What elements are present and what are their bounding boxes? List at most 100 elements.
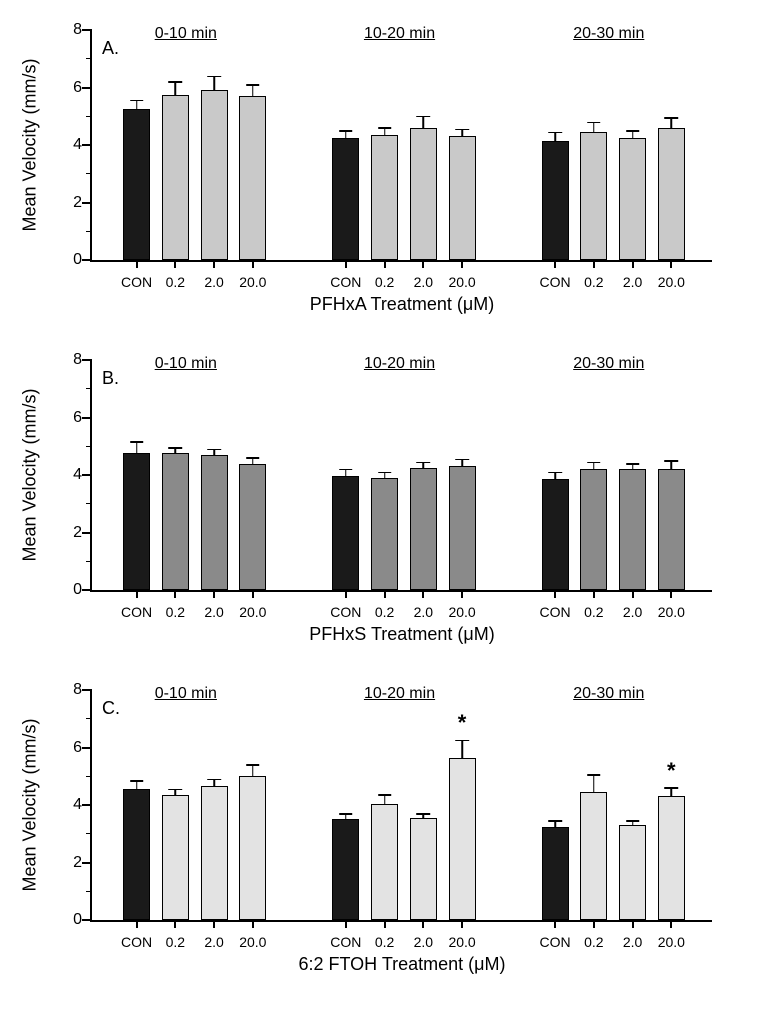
bar — [162, 795, 189, 920]
xtick-label: CON — [121, 604, 152, 620]
xtick-label: 20.0 — [658, 274, 685, 290]
xtick — [670, 260, 672, 268]
xtick — [422, 590, 424, 598]
xtick — [632, 260, 634, 268]
bar — [542, 141, 569, 260]
error-bar — [671, 788, 673, 797]
time-label: 20-30 min — [573, 355, 644, 373]
error-cap — [207, 449, 221, 451]
error-cap — [246, 764, 260, 766]
time-label: 0-10 min — [155, 355, 217, 373]
ytick-minor — [86, 833, 92, 834]
ytick-minor — [86, 173, 92, 174]
bar — [123, 789, 150, 920]
time-label: 10-20 min — [364, 25, 435, 43]
error-bar — [136, 442, 138, 454]
ytick-label: 0 — [57, 911, 82, 929]
error-cap — [417, 462, 431, 464]
error-bar — [554, 472, 556, 479]
xtick — [384, 590, 386, 598]
ytick-major — [82, 87, 92, 89]
ytick-label: 4 — [57, 136, 82, 154]
bar — [542, 827, 569, 920]
ytick-major — [82, 202, 92, 204]
error-cap — [548, 820, 562, 822]
error-cap — [378, 127, 392, 129]
time-label: 0-10 min — [155, 25, 217, 43]
xtick-label: 20.0 — [448, 274, 475, 290]
error-cap — [587, 774, 601, 776]
ytick-major — [82, 417, 92, 419]
x-axis-title: PFHxA Treatment (μM) — [310, 294, 494, 315]
bar — [658, 128, 685, 260]
bar — [332, 819, 359, 920]
xtick-label: 2.0 — [623, 274, 642, 290]
ytick-major — [82, 862, 92, 864]
xtick-label: 0.2 — [584, 274, 603, 290]
xtick-label: 20.0 — [658, 934, 685, 950]
ytick-label: 2 — [57, 854, 82, 872]
xtick-label: 2.0 — [204, 604, 223, 620]
bar — [619, 825, 646, 920]
error-cap — [339, 813, 353, 815]
xtick-label: CON — [330, 934, 361, 950]
bar — [201, 455, 228, 590]
xtick-label: 0.2 — [166, 274, 185, 290]
error-cap — [378, 794, 392, 796]
ytick-label: 4 — [57, 796, 82, 814]
ytick-label: 2 — [57, 194, 82, 212]
xtick-label: 2.0 — [414, 934, 433, 950]
xtick — [213, 920, 215, 928]
xtick — [632, 920, 634, 928]
xtick-label: 0.2 — [375, 604, 394, 620]
error-cap — [455, 459, 469, 461]
bar — [658, 796, 685, 920]
xtick-label: 2.0 — [204, 274, 223, 290]
bar — [123, 109, 150, 260]
panel-letter: B. — [102, 368, 119, 389]
figure-container: 02468Mean Velocity (mm/s)A.0-10 minCON0.… — [0, 0, 764, 1009]
bar — [201, 90, 228, 260]
xtick — [174, 260, 176, 268]
bar — [580, 792, 607, 920]
error-bar — [345, 469, 347, 476]
xtick-label: 0.2 — [584, 604, 603, 620]
error-bar — [671, 461, 673, 470]
error-cap — [455, 740, 469, 742]
xtick — [422, 260, 424, 268]
xtick-label: CON — [330, 274, 361, 290]
error-bar — [461, 129, 463, 136]
xtick — [345, 590, 347, 598]
plot-area: 02468Mean Velocity (mm/s)A.0-10 minCON0.… — [90, 30, 712, 262]
error-bar — [213, 779, 215, 786]
xtick-label: 0.2 — [375, 934, 394, 950]
ytick-label: 6 — [57, 739, 82, 757]
error-cap — [169, 447, 183, 449]
ytick-minor — [86, 776, 92, 777]
xtick — [461, 590, 463, 598]
xtick — [213, 260, 215, 268]
xtick-label: CON — [121, 274, 152, 290]
bar — [332, 476, 359, 590]
xtick-label: 2.0 — [623, 934, 642, 950]
plot-area: 02468Mean Velocity (mm/s)B.0-10 minCON0.… — [90, 360, 712, 592]
error-bar — [461, 459, 463, 466]
error-bar — [671, 118, 673, 128]
significance-marker: * — [458, 710, 467, 736]
xtick — [593, 260, 595, 268]
error-cap — [417, 116, 431, 118]
ytick-label: 6 — [57, 409, 82, 427]
error-cap — [626, 820, 640, 822]
xtick — [252, 260, 254, 268]
xtick — [554, 260, 556, 268]
xtick — [670, 920, 672, 928]
bar — [619, 469, 646, 590]
error-cap — [246, 457, 260, 459]
xtick-label: CON — [540, 934, 571, 950]
ytick-major — [82, 29, 92, 31]
bar — [239, 464, 266, 591]
panel-letter: C. — [102, 698, 120, 719]
error-cap — [587, 462, 601, 464]
plot-area: 02468Mean Velocity (mm/s)C.0-10 minCON0.… — [90, 690, 712, 922]
time-label: 20-30 min — [573, 685, 644, 703]
